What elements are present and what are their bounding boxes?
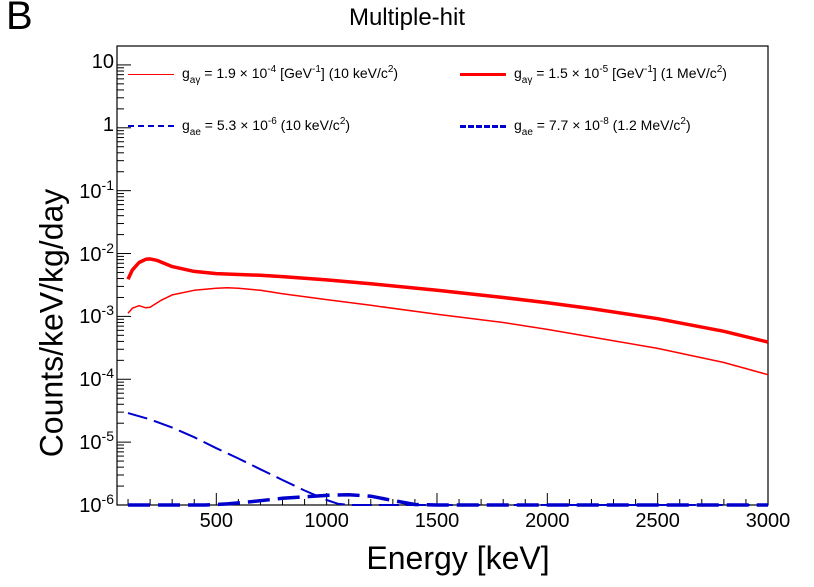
series-line-2 bbox=[126, 257, 769, 344]
y-tick-label: 10-2 bbox=[79, 239, 114, 266]
y-tick-label: 10-6 bbox=[79, 491, 114, 517]
y-tick-label: 10-5 bbox=[79, 428, 114, 455]
y-axis-label: Counts/keV/kg/day bbox=[33, 188, 70, 458]
legend-entry-1: gaγ = 1.9 × 10-4 [GeV-1] (10 keV/c2) bbox=[128, 64, 398, 86]
plot-frame bbox=[116, 45, 769, 506]
x-tick-label: 2500 bbox=[635, 510, 680, 532]
y-tick-label: 10-1 bbox=[79, 176, 114, 203]
legend-entry-3: gae = 5.3 × 10-6 (10 keV/c2) bbox=[128, 116, 350, 138]
x-tick-label: 3000 bbox=[745, 510, 791, 532]
series-line-3 bbox=[127, 412, 768, 506]
y-tick-label: 10-3 bbox=[79, 302, 114, 329]
legend-swatch bbox=[460, 124, 506, 128]
x-tick-label: 2000 bbox=[525, 510, 570, 532]
series-line-1 bbox=[127, 287, 769, 376]
y-tick-label: 1 bbox=[102, 113, 114, 136]
y-tick-label: 10-4 bbox=[79, 365, 114, 392]
legend-swatch bbox=[460, 72, 506, 76]
legend-swatch bbox=[128, 125, 174, 128]
panel-letter: B bbox=[6, 0, 33, 38]
y-tick-label: 10 bbox=[91, 50, 114, 73]
x-tick-label: 1000 bbox=[304, 510, 349, 532]
x-tick-label: 1500 bbox=[414, 510, 460, 532]
legend-entry-4: gae = 7.7 × 10-8 (1.2 MeV/c2) bbox=[460, 116, 691, 138]
legend-entry-2: gaγ = 1.5 × 10-5 [GeV-1] (1 MeV/c2) bbox=[460, 64, 727, 86]
x-tick-label: 500 bbox=[199, 510, 233, 532]
x-axis-label: Energy [keV] bbox=[366, 540, 550, 576]
legend-swatch bbox=[128, 73, 174, 75]
chart-title: Multiple-hit bbox=[348, 4, 466, 31]
series-line-4 bbox=[128, 492, 768, 507]
